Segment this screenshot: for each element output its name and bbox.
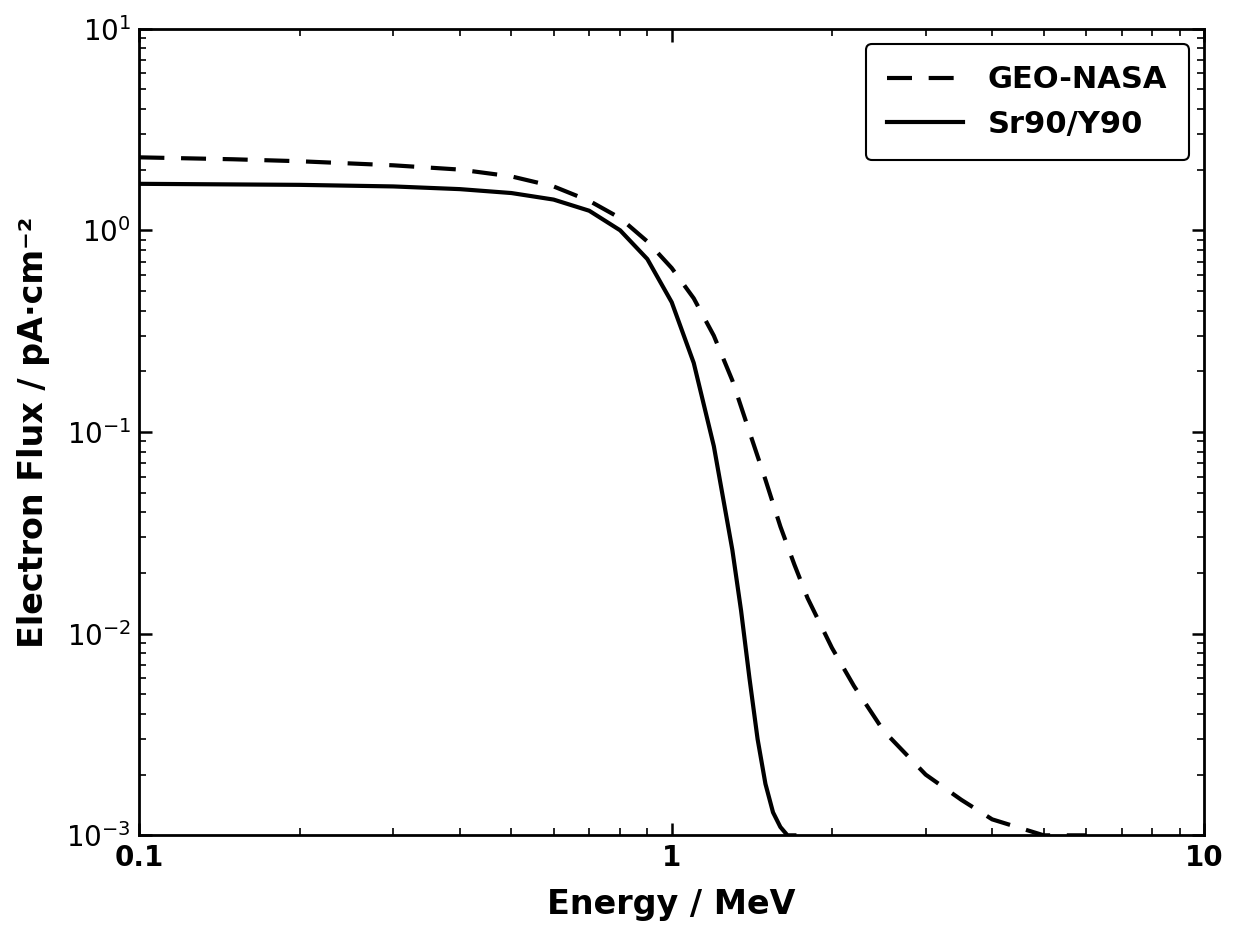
- GEO-NASA: [613, 212, 627, 223]
- Sr90/Y90: [725, 544, 740, 555]
- GEO-NASA: [725, 375, 740, 386]
- Sr90/Y90: [503, 188, 518, 199]
- GEO-NASA: [707, 330, 722, 341]
- X-axis label: Energy / MeV: Energy / MeV: [547, 888, 796, 921]
- Sr90/Y90: [640, 253, 655, 265]
- GEO-NASA: [453, 164, 467, 175]
- Sr90/Y90: [665, 296, 680, 308]
- Sr90/Y90: [742, 673, 756, 684]
- Sr90/Y90: [780, 830, 795, 841]
- Sr90/Y90: [453, 184, 467, 195]
- GEO-NASA: [640, 235, 655, 247]
- Sr90/Y90: [707, 441, 722, 452]
- GEO-NASA: [742, 427, 756, 438]
- Sr90/Y90: [734, 605, 749, 616]
- GEO-NASA: [686, 293, 701, 304]
- GEO-NASA: [503, 171, 518, 182]
- GEO-NASA: [877, 725, 892, 736]
- GEO-NASA: [546, 181, 560, 192]
- Sr90/Y90: [582, 205, 596, 217]
- GEO-NASA: [847, 680, 862, 691]
- Y-axis label: Electron Flux / pA·cm⁻²: Electron Flux / pA·cm⁻²: [16, 217, 50, 647]
- GEO-NASA: [582, 195, 596, 206]
- Sr90/Y90: [773, 822, 787, 833]
- Sr90/Y90: [386, 181, 401, 192]
- Sr90/Y90: [293, 179, 308, 190]
- Sr90/Y90: [765, 807, 780, 818]
- GEO-NASA: [1037, 830, 1052, 841]
- Line: GEO-NASA: GEO-NASA: [139, 158, 1086, 836]
- Sr90/Y90: [750, 734, 765, 745]
- GEO-NASA: [985, 814, 999, 825]
- GEO-NASA: [665, 263, 680, 274]
- Sr90/Y90: [546, 194, 560, 205]
- GEO-NASA: [386, 159, 401, 171]
- GEO-NASA: [800, 593, 815, 604]
- GEO-NASA: [131, 152, 146, 163]
- GEO-NASA: [226, 154, 241, 165]
- Sr90/Y90: [787, 830, 802, 841]
- GEO-NASA: [825, 643, 839, 654]
- GEO-NASA: [758, 474, 773, 485]
- GEO-NASA: [919, 769, 934, 780]
- GEO-NASA: [293, 156, 308, 167]
- GEO-NASA: [954, 794, 968, 806]
- Sr90/Y90: [613, 225, 627, 236]
- GEO-NASA: [787, 559, 802, 570]
- GEO-NASA: [773, 521, 787, 532]
- Sr90/Y90: [686, 357, 701, 369]
- Sr90/Y90: [758, 779, 773, 790]
- Sr90/Y90: [131, 178, 146, 189]
- Legend: GEO-NASA, Sr90/Y90: GEO-NASA, Sr90/Y90: [866, 44, 1189, 160]
- Line: Sr90/Y90: Sr90/Y90: [139, 184, 795, 836]
- GEO-NASA: [1079, 830, 1094, 841]
